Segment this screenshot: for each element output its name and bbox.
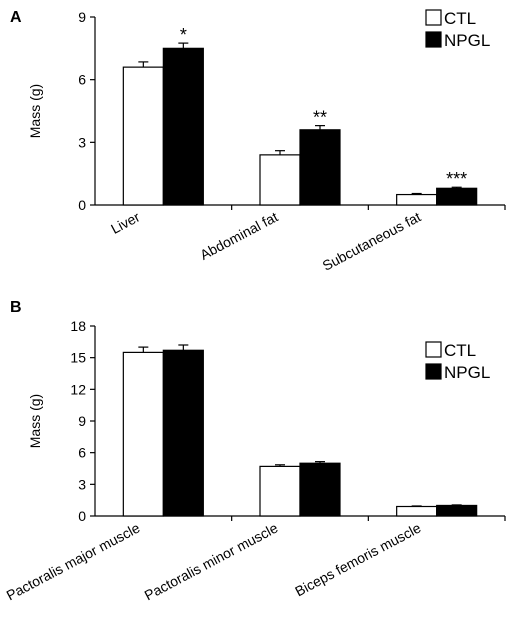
legend-swatch-ctl xyxy=(425,341,442,358)
bar-npgl-subcutaneous-fat xyxy=(436,187,478,206)
significance-marker: ** xyxy=(313,108,327,128)
panel-a-chart: A Mass (g) 0 3 6 9 * Liver ** Abdominal fat *** Sub… xyxy=(10,9,506,274)
significance-marker: * xyxy=(180,25,187,45)
bar-ctl-subcutaneous-fat xyxy=(396,193,438,206)
panel-label: A xyxy=(10,9,22,26)
y-tick-label: 3 xyxy=(78,134,86,150)
panel-label: B xyxy=(10,299,22,316)
y-axis-label: Mass (g) xyxy=(27,394,43,448)
bar-ctl-abdominal-fat xyxy=(259,154,301,206)
category-pactoralis-major: Pactoralis major muscle xyxy=(4,519,143,603)
bar-ctl-pactoralis-minor xyxy=(259,465,301,517)
legend-swatch-ctl xyxy=(425,9,442,26)
y-axis-label: Mass (g) xyxy=(27,84,43,138)
bar-ctl-biceps-femoris xyxy=(396,505,438,517)
y-tick-label: 0 xyxy=(78,508,86,524)
category-liver: Liver xyxy=(108,208,143,237)
bar-npgl-biceps-femoris xyxy=(436,504,478,517)
legend-label-ctl: CTL xyxy=(444,341,476,360)
y-tick-label: 9 xyxy=(78,413,86,429)
bar-ctl-liver xyxy=(122,66,164,206)
y-tick-label: 18 xyxy=(70,318,86,334)
category-abdominal-fat: Abdominal fat xyxy=(197,208,280,262)
y-tick-label: 15 xyxy=(70,350,86,366)
y-tick-label: 3 xyxy=(78,476,86,492)
category-pactoralis-minor: Pactoralis minor muscle xyxy=(142,519,281,603)
legend-label-npgl: NPGL xyxy=(444,31,490,50)
y-tick-label: 9 xyxy=(78,9,86,25)
legend-label-ctl: CTL xyxy=(444,9,476,28)
category-biceps-femoris: Biceps femoris muscle xyxy=(292,519,423,599)
legend-swatch-npgl xyxy=(425,31,442,48)
legend-label-npgl: NPGL xyxy=(444,363,490,382)
panel-b-chart: B Mass (g) 0 3 6 9 12 15 18 Pactoralis major musc… xyxy=(4,299,506,603)
bar-npgl-pactoralis-minor xyxy=(299,462,341,517)
legend-swatch-npgl xyxy=(425,363,442,380)
y-tick-label: 12 xyxy=(70,381,86,397)
bar-npgl-liver xyxy=(162,47,204,206)
bar-ctl-pactoralis-major xyxy=(122,351,164,517)
category-subcutaneous-fat: Subcutaneous fat xyxy=(320,208,424,273)
bar-npgl-pactoralis-major xyxy=(162,349,204,517)
significance-marker: *** xyxy=(446,169,467,189)
bar-npgl-abdominal-fat xyxy=(299,129,341,206)
y-tick-label: 6 xyxy=(78,72,86,88)
y-tick-label: 0 xyxy=(78,197,86,213)
y-tick-label: 6 xyxy=(78,445,86,461)
